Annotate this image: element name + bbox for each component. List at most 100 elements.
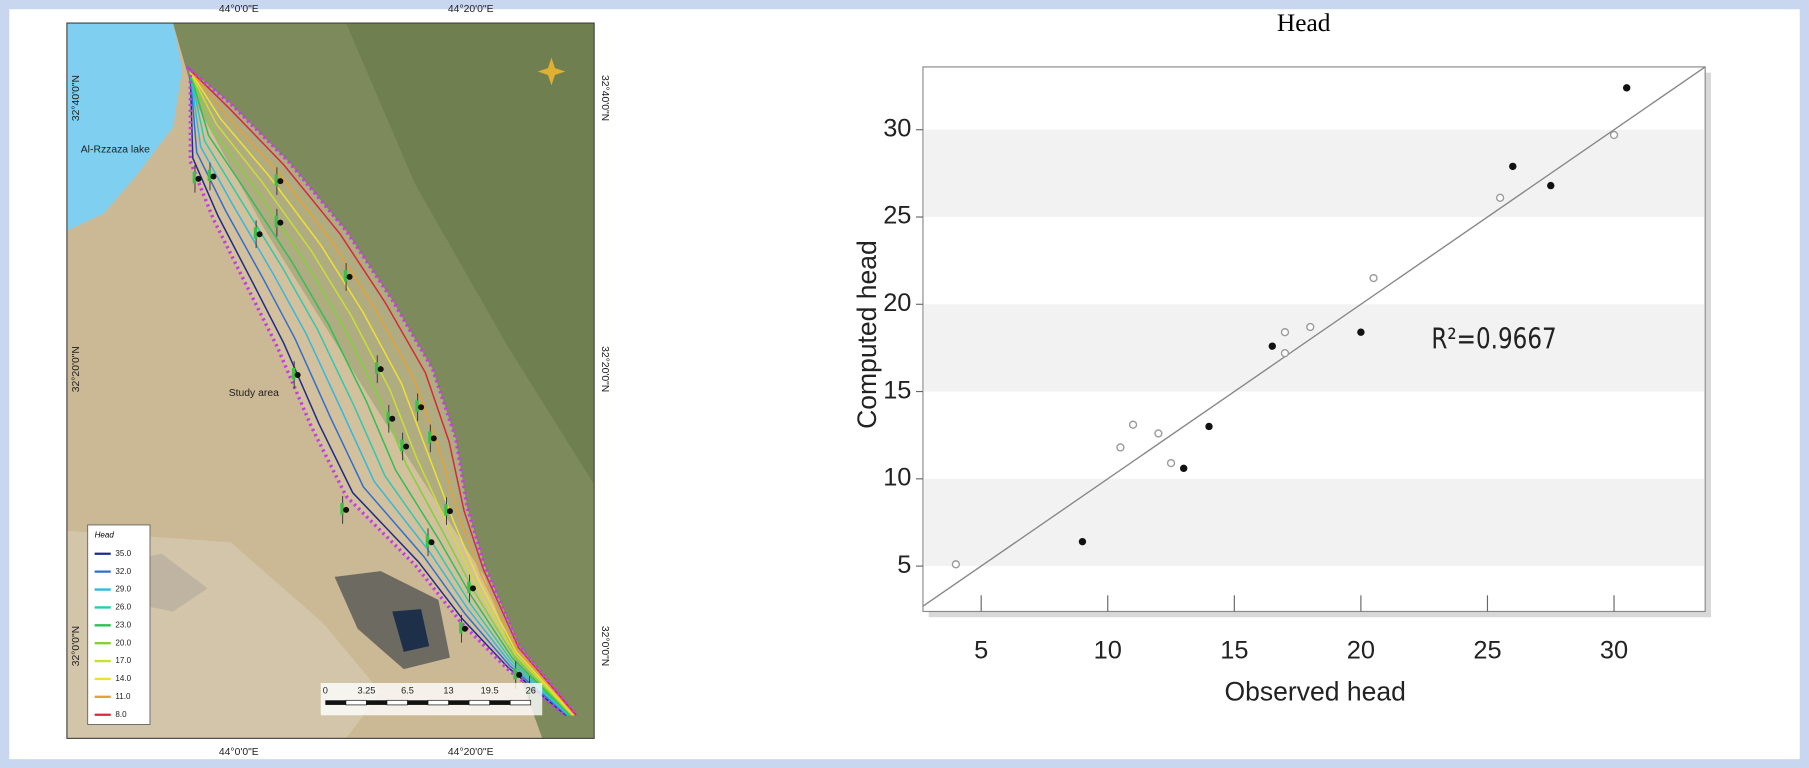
legend-label: 17.0 [115,656,131,665]
well-bar [428,431,432,444]
scale-label: 26 [526,686,536,696]
scale-label: 0 [323,686,328,696]
legend-items: 35.0 32.0 29.0 26.0 23.0 20.0 17.0 14.0 11.0 8.0 [94,549,132,719]
well [418,404,425,411]
legend-label: 14.0 [115,674,131,683]
well-bar [253,227,258,239]
x-axis-title: Observed head [1225,676,1406,706]
legend-label: 35.0 [115,549,131,558]
well-bar [374,362,379,374]
lat-label: 32°0'0"N [599,626,610,666]
map-layer [185,65,579,717]
data-point [1509,162,1517,171]
lon-label: 44°0'0"E [219,4,259,15]
data-point [1268,342,1276,350]
well-bar [400,439,404,452]
north-arrow [537,57,566,86]
lat-label: 32°40'0"N [71,75,82,121]
legend-title: Head [95,530,115,539]
map-water [392,609,430,652]
well [516,671,523,678]
y-tick-label: 5 [897,551,911,579]
y-tick-label: 25 [883,202,911,230]
scale-segment [386,699,408,706]
lon-label: 44°0'0"E [219,747,259,758]
lat-label: 32°20'0"N [599,346,610,392]
data-point [1306,322,1315,332]
y-tick-label: 20 [883,289,911,317]
well [461,625,468,632]
contour-line [189,68,568,716]
grid-band [924,478,1705,567]
well [256,231,263,238]
scale-label: 19.5 [481,686,499,696]
well-bar [425,535,430,547]
well-bar [467,581,471,594]
well [428,539,435,546]
scale-segment [325,700,346,705]
x-tick-label: 25 [1473,637,1501,665]
data-point [1180,464,1188,473]
data-point [1078,537,1087,546]
scale-label: 6.5 [401,686,414,696]
annotation: R²=0.9667 [1431,323,1556,356]
well [210,173,217,180]
data-point [951,560,961,569]
well-bar [274,215,279,228]
area-label: Study area [229,388,279,399]
well-bar [291,368,296,380]
data-point [1495,193,1505,202]
well [277,178,284,185]
well-bar [192,171,197,184]
well [446,508,453,515]
map-frame [66,22,595,739]
contour-line [189,69,567,716]
lat-label: 32°40'0"N [599,75,610,121]
well-bar [513,667,517,680]
contour-line [186,66,576,716]
well-bar [340,503,344,515]
x-tick-label: 5 [974,637,988,665]
lon-label: 44°20'0"E [448,747,494,758]
data-point [1547,181,1555,190]
x-tick-label: 10 [1094,637,1122,665]
legend-label: 26.0 [115,603,131,612]
data-point [1154,429,1163,438]
data-point [1357,328,1365,336]
scale-label: 3.25 [357,686,375,696]
data-point [1623,84,1631,92]
legend-label: 11.0 [115,692,131,701]
well-bar [386,411,390,424]
grid-band [924,304,1705,392]
well-bar [415,400,419,412]
contour-line [187,67,573,716]
y-axis-title: Computed head [852,240,882,429]
data-point [1280,348,1290,358]
figure-content: 44°0'0"E 44°20'0"E 44°0'0"E 44°20'0"E 32… [9,4,1800,760]
boundary [185,65,579,717]
legend-label: 20.0 [115,638,131,647]
legend-label: 8.0 [115,710,127,719]
legend-label: 23.0 [115,620,131,629]
legend-label: 29.0 [115,585,131,594]
boundary [188,69,567,717]
scale-label: 13 [443,686,453,696]
contour-line [187,67,574,716]
lat-label: 32°20'0"N [71,346,82,392]
contour-line [188,68,570,716]
well [470,585,477,592]
scale-background [320,682,543,716]
data-point [1205,422,1213,431]
x-tick-label: 15 [1220,637,1248,665]
grid-band [924,129,1705,218]
contour-line [187,67,575,716]
x-tick-label: 20 [1347,637,1375,665]
map-lake [66,23,183,231]
reference-line [922,66,1706,607]
lake-label: Al-Rzzaza lake [81,145,150,156]
contour-line [188,67,572,716]
data-point [1609,130,1619,140]
scale-segment [366,700,387,705]
